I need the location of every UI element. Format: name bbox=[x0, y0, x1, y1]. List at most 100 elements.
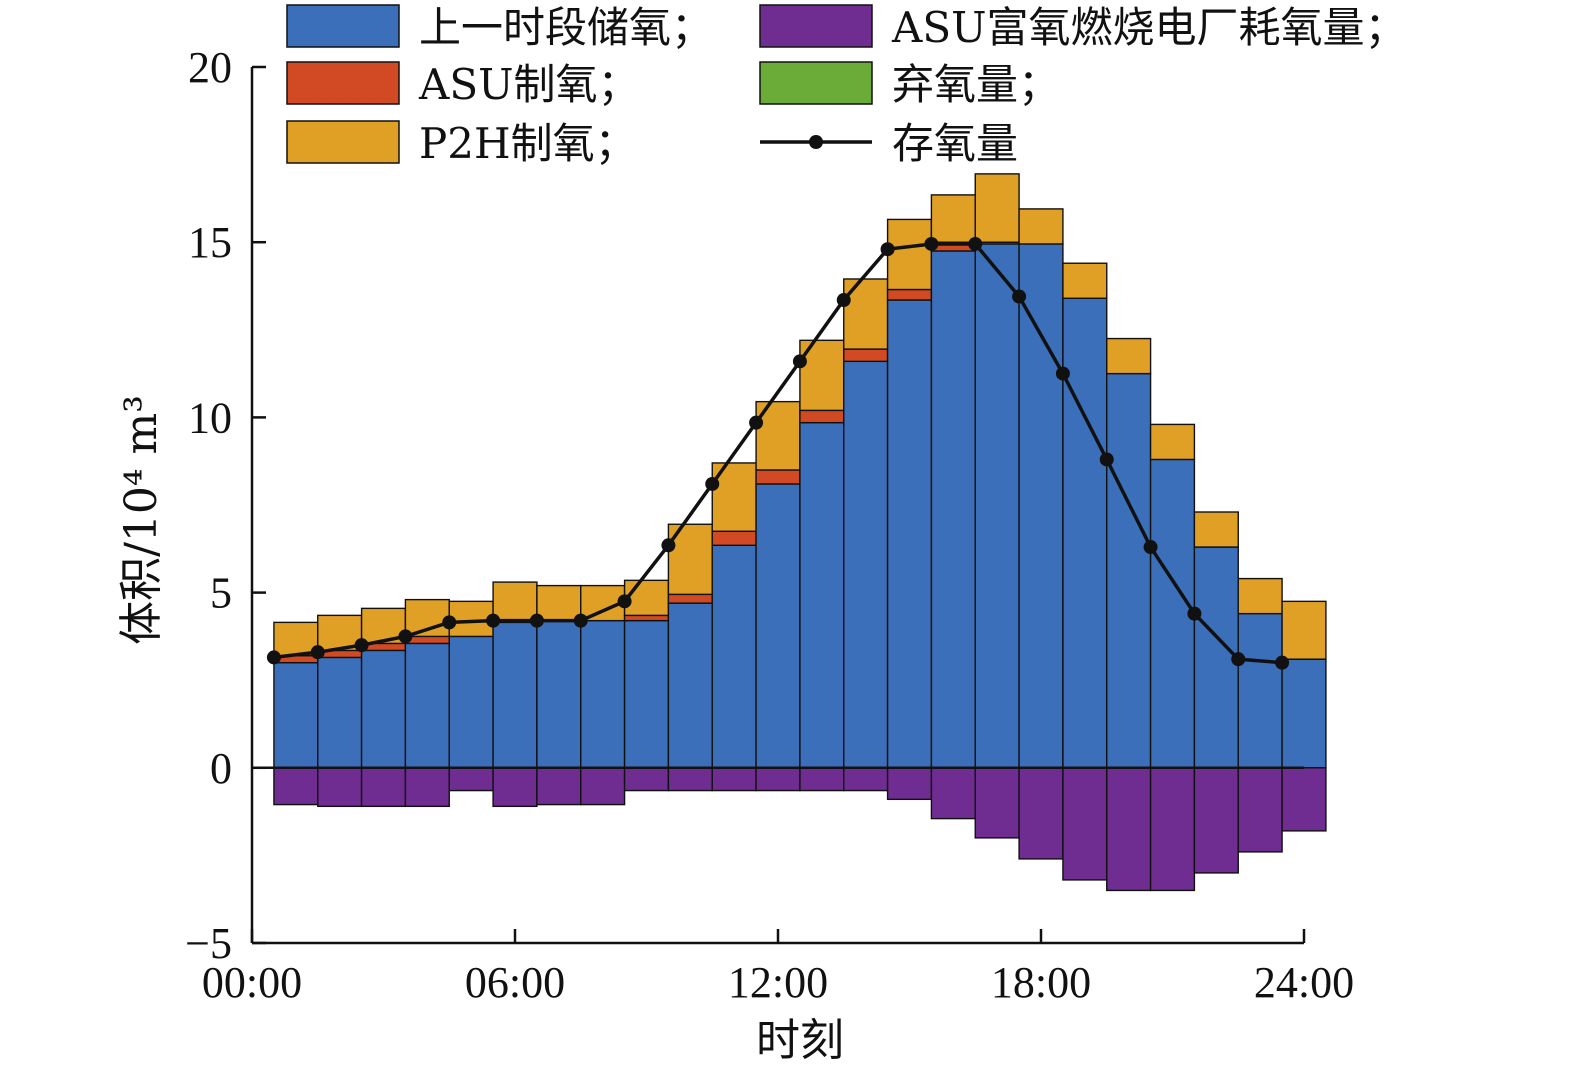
bar-consume-23 bbox=[1237, 767, 1283, 853]
stored-oxygen-point-16 bbox=[924, 236, 939, 251]
bar-prev-9 bbox=[623, 619, 670, 769]
stored-oxygen-point-8 bbox=[573, 613, 588, 628]
bar-prev-7 bbox=[536, 619, 582, 769]
stored-oxygen-point-1 bbox=[266, 650, 281, 665]
bar-consume-17 bbox=[974, 767, 1020, 839]
stored-oxygen-point-19 bbox=[1055, 366, 1070, 381]
bar-p2h-19 bbox=[1062, 262, 1108, 299]
bar-consume-9 bbox=[623, 767, 670, 792]
bar-prev-22 bbox=[1193, 546, 1239, 769]
stored-oxygen-point-18 bbox=[1012, 289, 1027, 304]
legend-swatch-consume bbox=[759, 4, 873, 48]
bar-consume-14 bbox=[843, 767, 889, 792]
stored-oxygen-point-20 bbox=[1099, 452, 1114, 467]
bar-prev-17 bbox=[974, 243, 1020, 769]
legend: 上一时段储氧； ASU制氧； P2H制氧； ASU富氧燃烧电厂耗氧量； 弃氧量； 存氧量 bbox=[286, 3, 1407, 168]
bar-consume-15 bbox=[886, 767, 933, 801]
bar-prev-8 bbox=[580, 619, 626, 769]
legend-label-consume: ASU富氧燃烧电厂耗氧量； bbox=[891, 3, 1407, 52]
bar-prev-11 bbox=[711, 544, 757, 769]
stored-oxygen-point-14 bbox=[836, 293, 851, 308]
legend-line-marker bbox=[809, 135, 823, 149]
bar-p2h-7 bbox=[536, 584, 582, 622]
legend-label-p2h: P2H制氧； bbox=[419, 119, 637, 168]
bar-p2h-21 bbox=[1149, 423, 1196, 461]
stored-oxygen-line bbox=[273, 242, 1283, 665]
bar-consume-18 bbox=[1018, 767, 1064, 860]
bar-asu-12 bbox=[755, 469, 801, 485]
bar-asu-14 bbox=[843, 348, 889, 363]
y-tick-label: 10 bbox=[188, 393, 232, 442]
bar-asu-15 bbox=[886, 288, 933, 301]
stored-oxygen-point-6 bbox=[486, 613, 501, 628]
bar-consume-7 bbox=[536, 767, 582, 806]
bar-consume-16 bbox=[930, 767, 976, 820]
bar-p2h-5 bbox=[448, 600, 494, 638]
bar-asu-13 bbox=[799, 409, 845, 424]
bar-consume-12 bbox=[755, 767, 801, 792]
bar-prev-16 bbox=[930, 250, 976, 769]
bar-consume-1 bbox=[273, 767, 319, 806]
x-tick-label: 06:00 bbox=[465, 958, 565, 1007]
stored-oxygen-point-9 bbox=[617, 594, 632, 609]
bar-p2h-17 bbox=[974, 173, 1020, 243]
bar-consume-13 bbox=[799, 767, 845, 792]
stored-oxygen-point-17 bbox=[968, 236, 983, 251]
bar-prev-4 bbox=[404, 642, 450, 769]
legend-label-prev: 上一时段储氧； bbox=[419, 3, 713, 52]
stored-oxygen-line-layer bbox=[266, 236, 1290, 670]
y-axis-title: 体积/10⁴ m³ bbox=[116, 395, 167, 645]
legend-swatch-prev bbox=[286, 4, 400, 48]
bar-consume-20 bbox=[1106, 767, 1152, 892]
legend-label-asu: ASU制氧； bbox=[418, 60, 640, 109]
stored-oxygen-point-13 bbox=[792, 354, 807, 369]
stored-oxygen-point-21 bbox=[1143, 540, 1158, 555]
x-tick-label: 24:00 bbox=[1254, 958, 1354, 1007]
y-tick-label: 15 bbox=[188, 218, 232, 267]
bar-p2h-6 bbox=[492, 581, 538, 622]
bar-prev-15 bbox=[886, 299, 933, 769]
bar-prev-20 bbox=[1106, 372, 1152, 769]
bar-consume-11 bbox=[711, 767, 757, 792]
bar-prev-5 bbox=[448, 635, 494, 769]
stored-oxygen-point-7 bbox=[529, 613, 544, 628]
stored-oxygen-point-3 bbox=[354, 638, 369, 653]
stored-oxygen-point-11 bbox=[705, 476, 720, 491]
bar-consume-5 bbox=[448, 767, 494, 792]
bar-consume-24 bbox=[1281, 767, 1327, 832]
bar-p2h-20 bbox=[1106, 337, 1152, 375]
legend-swatch-abandon bbox=[759, 61, 873, 105]
bar-asu-11 bbox=[711, 530, 757, 546]
bar-p2h-15 bbox=[886, 218, 933, 291]
bar-consume-4 bbox=[404, 767, 450, 808]
bar-prev-6 bbox=[492, 621, 538, 769]
bars-layer bbox=[273, 173, 1327, 892]
bar-p2h-22 bbox=[1193, 511, 1239, 548]
bar-asu-10 bbox=[667, 593, 713, 604]
x-tick-label: 12:00 bbox=[728, 958, 828, 1007]
stored-oxygen-point-5 bbox=[442, 615, 457, 630]
bar-p2h-16 bbox=[930, 194, 976, 243]
bar-prev-21 bbox=[1149, 458, 1196, 769]
y-tick-label: 0 bbox=[210, 744, 232, 793]
legend-label-line: 存氧量 bbox=[892, 119, 1018, 168]
bar-consume-3 bbox=[360, 767, 407, 808]
bar-prev-24 bbox=[1281, 658, 1327, 769]
legend-swatch-p2h bbox=[286, 120, 400, 164]
bar-p2h-9 bbox=[623, 579, 670, 617]
x-tick-label: 18:00 bbox=[991, 958, 1091, 1007]
bar-prev-1 bbox=[273, 661, 319, 769]
stored-oxygen-point-10 bbox=[661, 538, 676, 553]
stored-oxygen-point-24 bbox=[1275, 655, 1290, 670]
bar-p2h-24 bbox=[1281, 600, 1327, 660]
bar-prev-3 bbox=[360, 649, 407, 769]
bar-prev-18 bbox=[1018, 243, 1064, 769]
bar-consume-10 bbox=[667, 767, 713, 792]
bar-prev-14 bbox=[843, 360, 889, 769]
bar-prev-19 bbox=[1062, 297, 1108, 769]
bar-prev-13 bbox=[799, 421, 845, 769]
bar-p2h-18 bbox=[1018, 208, 1064, 245]
stored-oxygen-point-22 bbox=[1187, 606, 1202, 621]
stored-oxygen-point-15 bbox=[880, 242, 895, 257]
